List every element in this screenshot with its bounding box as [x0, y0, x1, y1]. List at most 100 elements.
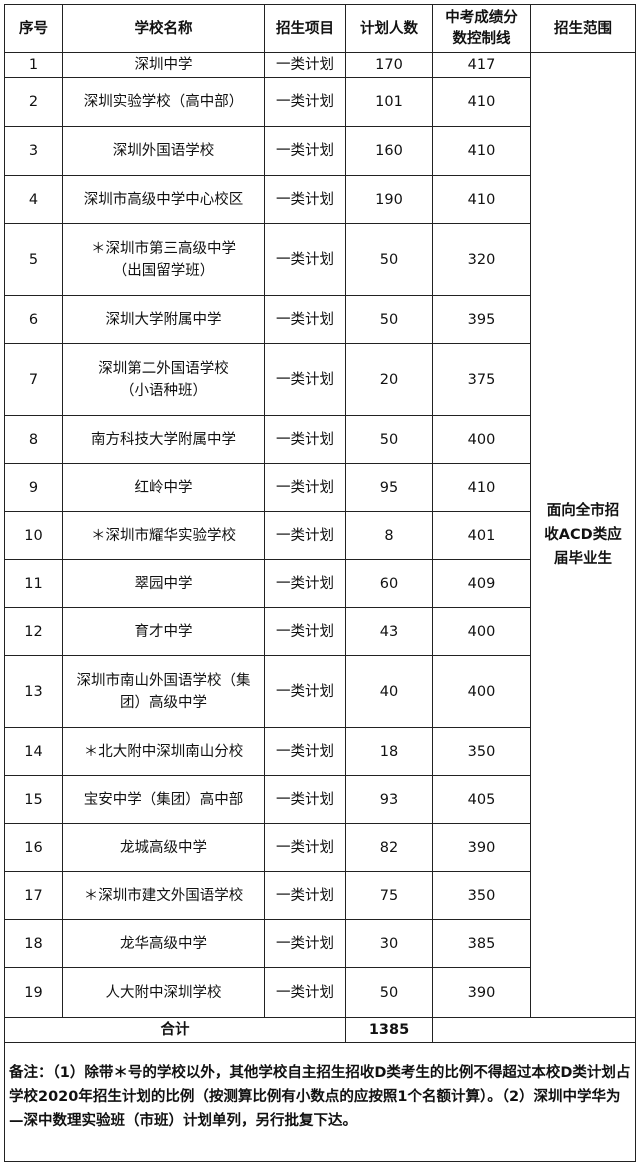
plan-count: 50 — [345, 967, 433, 1018]
enrollment-project: 一类计划 — [264, 967, 346, 1018]
table-row: 11 翠园中学 一类计划 60 409 — [4, 559, 636, 608]
table-row: 17 ＊深圳市建文外国语学校 一类计划 75 350 — [4, 871, 636, 920]
table-row: 8 南方科技大学附属中学 一类计划 50 400 — [4, 415, 636, 464]
row-number: 6 — [4, 295, 63, 344]
plan-count: 82 — [345, 823, 433, 872]
enrollment-project: 一类计划 — [264, 343, 346, 416]
enrollment-project: 一类计划 — [264, 919, 346, 968]
table-row: 7 深圳第二外国语学校 （小语种班） 一类计划 20 375 — [4, 343, 636, 416]
school-name: 深圳市南山外国语学校（集 团）高级中学 — [62, 655, 265, 728]
row-number: 12 — [4, 607, 63, 656]
row-number: 19 — [4, 967, 63, 1018]
table-row: 1 深圳中学 一类计划 170 417 面向全市招 收ACD类应 届毕业生 — [4, 52, 636, 1018]
table-row: 12 育才中学 一类计划 43 400 — [4, 607, 636, 656]
table-row: 15 宝安中学（集团）高中部 一类计划 93 405 — [4, 775, 636, 824]
header-no: 序号 — [4, 4, 63, 53]
row-number: 1 — [4, 52, 63, 78]
school-name: 深圳大学附属中学 — [62, 295, 265, 344]
score-line: 385 — [432, 919, 531, 968]
row-number: 17 — [4, 871, 63, 920]
plan-count: 50 — [345, 295, 433, 344]
plan-count: 60 — [345, 559, 433, 608]
enrollment-project: 一类计划 — [264, 775, 346, 824]
header-scope: 招生范围 — [530, 4, 636, 53]
plan-count: 101 — [345, 77, 433, 127]
table-row: 2 深圳实验学校（高中部） 一类计划 101 410 — [4, 77, 636, 127]
score-line: 390 — [432, 967, 531, 1018]
plan-count: 50 — [345, 415, 433, 464]
enrollment-project: 一类计划 — [264, 77, 346, 127]
row-number: 15 — [4, 775, 63, 824]
table-row: 3 深圳外国语学校 一类计划 160 410 — [4, 126, 636, 176]
enrollment-project: 一类计划 — [264, 511, 346, 560]
school-name: 龙华高级中学 — [62, 919, 265, 968]
score-line: 375 — [432, 343, 531, 416]
enrollment-project: 一类计划 — [264, 655, 346, 728]
score-line: 400 — [432, 415, 531, 464]
score-line: 417 — [432, 52, 531, 78]
score-line: 410 — [432, 126, 531, 176]
table-row: 18 龙华高级中学 一类计划 30 385 — [4, 919, 636, 968]
enrollment-project: 一类计划 — [264, 727, 346, 776]
plan-count: 75 — [345, 871, 433, 920]
school-name: ＊深圳市第三高级中学 （出国留学班） — [62, 223, 265, 296]
header-plan-count: 计划人数 — [345, 4, 433, 53]
row-number: 11 — [4, 559, 63, 608]
score-line: 390 — [432, 823, 531, 872]
header-school-name: 学校名称 — [62, 4, 265, 53]
enrollment-project: 一类计划 — [264, 463, 346, 512]
row-number: 16 — [4, 823, 63, 872]
score-line: 401 — [432, 511, 531, 560]
enrollment-project: 一类计划 — [264, 52, 346, 78]
total-label: 合计 — [4, 1017, 346, 1043]
table-row: 10 ＊深圳市耀华实验学校 一类计划 8 401 — [4, 511, 636, 560]
plan-count: 95 — [345, 463, 433, 512]
score-line: 320 — [432, 223, 531, 296]
row-number: 18 — [4, 919, 63, 968]
header-score-line: 中考成绩分 数控制线 — [432, 4, 531, 53]
score-line: 395 — [432, 295, 531, 344]
note-row: 备注：（1）除带＊号的学校以外，其他学校自主招生招收D类考生的比例不得超过本校D… — [4, 1042, 636, 1162]
plan-count: 93 — [345, 775, 433, 824]
enrollment-project: 一类计划 — [264, 175, 346, 224]
header-project: 招生项目 — [264, 4, 346, 53]
score-line: 400 — [432, 607, 531, 656]
total-count: 1385 — [345, 1017, 433, 1043]
score-line: 410 — [432, 175, 531, 224]
row-number: 7 — [4, 343, 63, 416]
plan-count: 20 — [345, 343, 433, 416]
plan-count: 18 — [345, 727, 433, 776]
plan-count: 160 — [345, 126, 433, 176]
plan-count: 8 — [345, 511, 433, 560]
enrollment-project: 一类计划 — [264, 823, 346, 872]
school-name: 人大附中深圳学校 — [62, 967, 265, 1018]
enrollment-project: 一类计划 — [264, 871, 346, 920]
score-line: 400 — [432, 655, 531, 728]
score-line: 409 — [432, 559, 531, 608]
score-line: 350 — [432, 871, 531, 920]
table-row: 14 ＊北大附中深圳南山分校 一类计划 18 350 — [4, 727, 636, 776]
school-name: 宝安中学（集团）高中部 — [62, 775, 265, 824]
total-empty — [432, 1017, 636, 1043]
score-line: 350 — [432, 727, 531, 776]
plan-count: 50 — [345, 223, 433, 296]
row-number: 3 — [4, 126, 63, 176]
note-text: 备注：（1）除带＊号的学校以外，其他学校自主招生招收D类考生的比例不得超过本校D… — [4, 1042, 636, 1162]
school-name: 深圳实验学校（高中部） — [62, 77, 265, 127]
enrollment-scope: 面向全市招 收ACD类应 届毕业生 — [530, 52, 636, 1018]
school-name: 育才中学 — [62, 607, 265, 656]
header-row: 序号 学校名称 招生项目 计划人数 中考成绩分 数控制线 招生范围 — [4, 4, 636, 53]
school-name: 龙城高级中学 — [62, 823, 265, 872]
admission-plan-table: 序号 学校名称 招生项目 计划人数 中考成绩分 数控制线 招生范围 1 深圳中学一… — [4, 4, 636, 1162]
table-row: 5 ＊深圳市第三高级中学 （出国留学班） 一类计划 50 320 — [4, 223, 636, 296]
enrollment-project: 一类计划 — [264, 559, 346, 608]
enrollment-project: 一类计划 — [264, 223, 346, 296]
row-number: 9 — [4, 463, 63, 512]
row-number: 14 — [4, 727, 63, 776]
table-row: 13 深圳市南山外国语学校（集 团）高级中学 一类计划 40 400 — [4, 655, 636, 728]
plan-count: 43 — [345, 607, 433, 656]
enrollment-project: 一类计划 — [264, 295, 346, 344]
score-line: 410 — [432, 77, 531, 127]
plan-count: 40 — [345, 655, 433, 728]
plan-count: 30 — [345, 919, 433, 968]
